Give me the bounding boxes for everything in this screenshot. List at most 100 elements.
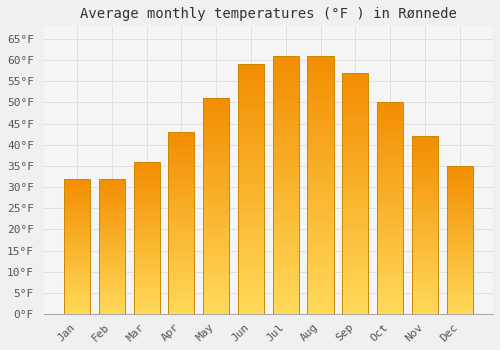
Bar: [412, 175, 438, 177]
Bar: [272, 278, 299, 280]
Bar: [203, 189, 229, 191]
Bar: [64, 252, 90, 253]
Bar: [134, 204, 160, 206]
Bar: [238, 249, 264, 252]
Bar: [272, 224, 299, 226]
Bar: [342, 283, 368, 285]
Bar: [342, 232, 368, 234]
Bar: [99, 206, 125, 207]
Bar: [168, 214, 194, 216]
Bar: [342, 85, 368, 87]
Bar: [446, 301, 472, 302]
Bar: [64, 246, 90, 248]
Bar: [377, 257, 403, 259]
Bar: [99, 226, 125, 228]
Bar: [99, 202, 125, 203]
Bar: [238, 147, 264, 149]
Bar: [377, 178, 403, 181]
Bar: [238, 206, 264, 209]
Bar: [64, 256, 90, 257]
Bar: [412, 257, 438, 259]
Bar: [342, 116, 368, 119]
Bar: [134, 256, 160, 258]
Bar: [377, 105, 403, 107]
Bar: [342, 104, 368, 107]
Bar: [64, 219, 90, 220]
Bar: [134, 273, 160, 274]
Bar: [412, 136, 438, 138]
Bar: [272, 61, 299, 64]
Bar: [377, 155, 403, 158]
Bar: [168, 283, 194, 285]
Bar: [377, 274, 403, 276]
Bar: [342, 94, 368, 97]
Bar: [99, 259, 125, 260]
Bar: [168, 254, 194, 256]
Bar: [99, 233, 125, 234]
Bar: [342, 275, 368, 278]
Bar: [412, 250, 438, 252]
Bar: [168, 197, 194, 199]
Bar: [134, 162, 160, 314]
Bar: [99, 268, 125, 270]
Bar: [272, 247, 299, 250]
Bar: [134, 192, 160, 194]
Bar: [342, 241, 368, 244]
Bar: [308, 175, 334, 177]
Bar: [203, 184, 229, 187]
Bar: [342, 148, 368, 150]
Bar: [308, 208, 334, 211]
Bar: [168, 296, 194, 298]
Bar: [412, 220, 438, 222]
Bar: [342, 237, 368, 239]
Bar: [272, 190, 299, 193]
Bar: [342, 145, 368, 148]
Bar: [377, 172, 403, 174]
Bar: [272, 205, 299, 208]
Bar: [238, 312, 264, 314]
Bar: [412, 188, 438, 190]
Bar: [272, 146, 299, 149]
Bar: [203, 197, 229, 199]
Bar: [238, 199, 264, 202]
Bar: [446, 185, 472, 187]
Bar: [64, 271, 90, 272]
Bar: [412, 150, 438, 152]
Bar: [272, 309, 299, 312]
Bar: [272, 128, 299, 131]
Bar: [377, 181, 403, 183]
Bar: [99, 178, 125, 180]
Bar: [238, 182, 264, 184]
Bar: [342, 150, 368, 152]
Bar: [134, 215, 160, 217]
Bar: [168, 234, 194, 236]
Bar: [412, 205, 438, 208]
Bar: [134, 306, 160, 308]
Bar: [272, 56, 299, 314]
Bar: [134, 227, 160, 229]
Bar: [238, 261, 264, 264]
Bar: [412, 215, 438, 216]
Bar: [377, 310, 403, 312]
Bar: [342, 121, 368, 124]
Bar: [308, 144, 334, 146]
Bar: [342, 295, 368, 297]
Bar: [412, 302, 438, 303]
Bar: [99, 261, 125, 262]
Bar: [446, 264, 472, 265]
Bar: [134, 198, 160, 200]
Bar: [377, 138, 403, 141]
Bar: [308, 123, 334, 126]
Bar: [412, 208, 438, 209]
Bar: [64, 200, 90, 202]
Bar: [238, 281, 264, 284]
Bar: [64, 276, 90, 278]
Bar: [64, 178, 90, 180]
Bar: [412, 275, 438, 277]
Bar: [377, 141, 403, 143]
Bar: [203, 299, 229, 301]
Bar: [272, 94, 299, 97]
Bar: [238, 127, 264, 129]
Bar: [308, 216, 334, 218]
Bar: [342, 78, 368, 80]
